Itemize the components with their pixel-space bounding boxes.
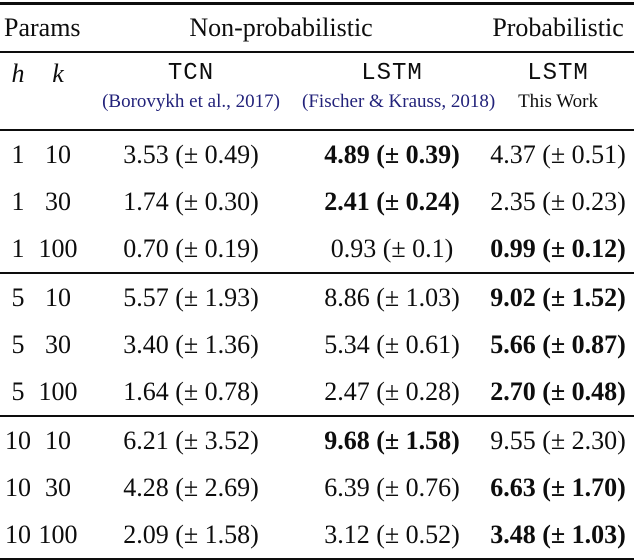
tcn-value: 5.57 (± 1.93) <box>80 272 303 321</box>
lstm-value: 3.12 (± 0.52) <box>324 519 460 549</box>
prob-value: 9.02 (± 1.52) <box>482 272 634 321</box>
group-header-row: Params Non-probabilistic Probabilistic <box>0 3 634 53</box>
k-symbol: k <box>52 59 64 88</box>
lstm-value: 9.68 (± 1.58) <box>302 415 483 464</box>
table-row: 5 100 1.64 (± 0.78) 2.47 (± 0.28) 2.70 (… <box>0 368 634 416</box>
prob-value: 2.35 (± 0.23) <box>490 186 626 216</box>
lstm-citation-link[interactable]: (Fischer & Krauss, 2018) <box>302 91 496 112</box>
h-value: 5 <box>11 329 25 359</box>
tcn-value: 1.74 (± 0.30) <box>123 186 259 216</box>
h-value: 1 <box>11 186 25 216</box>
lstm-value: 4.89 (± 0.39) <box>324 139 460 169</box>
tcn-value: 0.70 (± 0.19) <box>123 233 259 263</box>
lstm-model-name: LSTM <box>361 60 423 87</box>
prob-value: 4.37 (± 0.51) <box>490 139 626 169</box>
subheader-row: h k TCN (Borovykh et al., 2017) LSTM (Fi… <box>0 52 634 131</box>
h-value: 1 <box>11 233 25 263</box>
lstm-value: 2.41 (± 0.24) <box>324 186 460 216</box>
prob-value: 6.63 (± 1.70) <box>490 472 626 502</box>
k-value: 10 <box>45 139 71 169</box>
k-value: 30 <box>45 472 71 502</box>
prob-value: 2.70 (± 0.48) <box>490 376 626 406</box>
col-header-lstm: LSTM (Fischer & Krauss, 2018) <box>302 52 496 131</box>
col-header-params: Params <box>0 3 81 53</box>
tcn-value: 3.53 (± 0.49) <box>123 139 259 169</box>
lstm-value: 6.39 (± 0.76) <box>324 472 460 502</box>
table-row: 10 10 6.21 (± 3.52) 9.68 (± 1.58) 9.55 (… <box>0 415 634 464</box>
k-value: 10 <box>36 272 81 321</box>
h-value: 5 <box>0 272 36 321</box>
table-row: 1 10 3.53 (± 0.49) 4.89 (± 0.39) 4.37 (±… <box>0 130 634 178</box>
table-row: 5 10 5.57 (± 1.93) 8.86 (± 1.03) 9.02 (±… <box>0 272 634 321</box>
tcn-value: 3.40 (± 1.36) <box>123 329 259 359</box>
group-header-probabilistic: Probabilistic <box>482 3 634 53</box>
lstm-value: 2.47 (± 0.28) <box>324 376 460 406</box>
tcn-citation-link[interactable]: (Borovykh et al., 2017) <box>102 91 280 112</box>
h-value: 10 <box>0 415 36 464</box>
h-symbol: h <box>11 59 25 88</box>
k-value: 100 <box>38 519 78 549</box>
k-value: 30 <box>45 329 71 359</box>
h-value: 10 <box>5 519 31 549</box>
k-value: 100 <box>38 376 78 406</box>
table-row: 10 100 2.09 (± 1.58) 3.12 (± 0.52) 3.48 … <box>0 511 634 560</box>
prob-value: 0.99 (± 0.12) <box>490 233 626 263</box>
h-value: 10 <box>5 472 31 502</box>
table-row: 5 30 3.40 (± 1.36) 5.34 (± 0.61) 5.66 (±… <box>0 321 634 368</box>
col-header-k: k <box>36 52 81 131</box>
prob-value: 9.55 (± 2.30) <box>482 415 634 464</box>
tcn-model-name: TCN <box>167 60 215 87</box>
prob-lstm-model-name: LSTM <box>527 60 589 87</box>
tcn-value: 4.28 (± 2.69) <box>123 472 259 502</box>
k-value: 100 <box>38 233 78 263</box>
h-value: 5 <box>11 376 25 406</box>
lstm-value: 5.34 (± 0.61) <box>324 329 460 359</box>
lstm-value: 8.86 (± 1.03) <box>302 272 483 321</box>
k-value: 30 <box>45 186 71 216</box>
k-value: 10 <box>36 415 81 464</box>
tcn-value: 6.21 (± 3.52) <box>80 415 303 464</box>
col-header-h: h <box>0 52 36 131</box>
lstm-value: 0.93 (± 0.1) <box>330 233 454 263</box>
tcn-value: 1.64 (± 0.78) <box>123 376 259 406</box>
group-header-nonprobabilistic: Non-probabilistic <box>80 3 483 53</box>
table-row: 1 30 1.74 (± 0.30) 2.41 (± 0.24) 2.35 (±… <box>0 178 634 225</box>
prob-value: 5.66 (± 0.87) <box>490 329 626 359</box>
prob-value: 3.48 (± 1.03) <box>490 519 626 549</box>
h-value: 1 <box>11 139 25 169</box>
table-row: 1 100 0.70 (± 0.19) 0.93 (± 0.1) 0.99 (±… <box>0 225 634 273</box>
table-row: 10 30 4.28 (± 2.69) 6.39 (± 0.76) 6.63 (… <box>0 464 634 511</box>
col-header-prob-lstm: LSTM This Work <box>482 52 634 131</box>
col-header-tcn: TCN (Borovykh et al., 2017) <box>80 52 303 131</box>
this-work-label: This Work <box>518 91 598 112</box>
tcn-value: 2.09 (± 1.58) <box>123 519 259 549</box>
